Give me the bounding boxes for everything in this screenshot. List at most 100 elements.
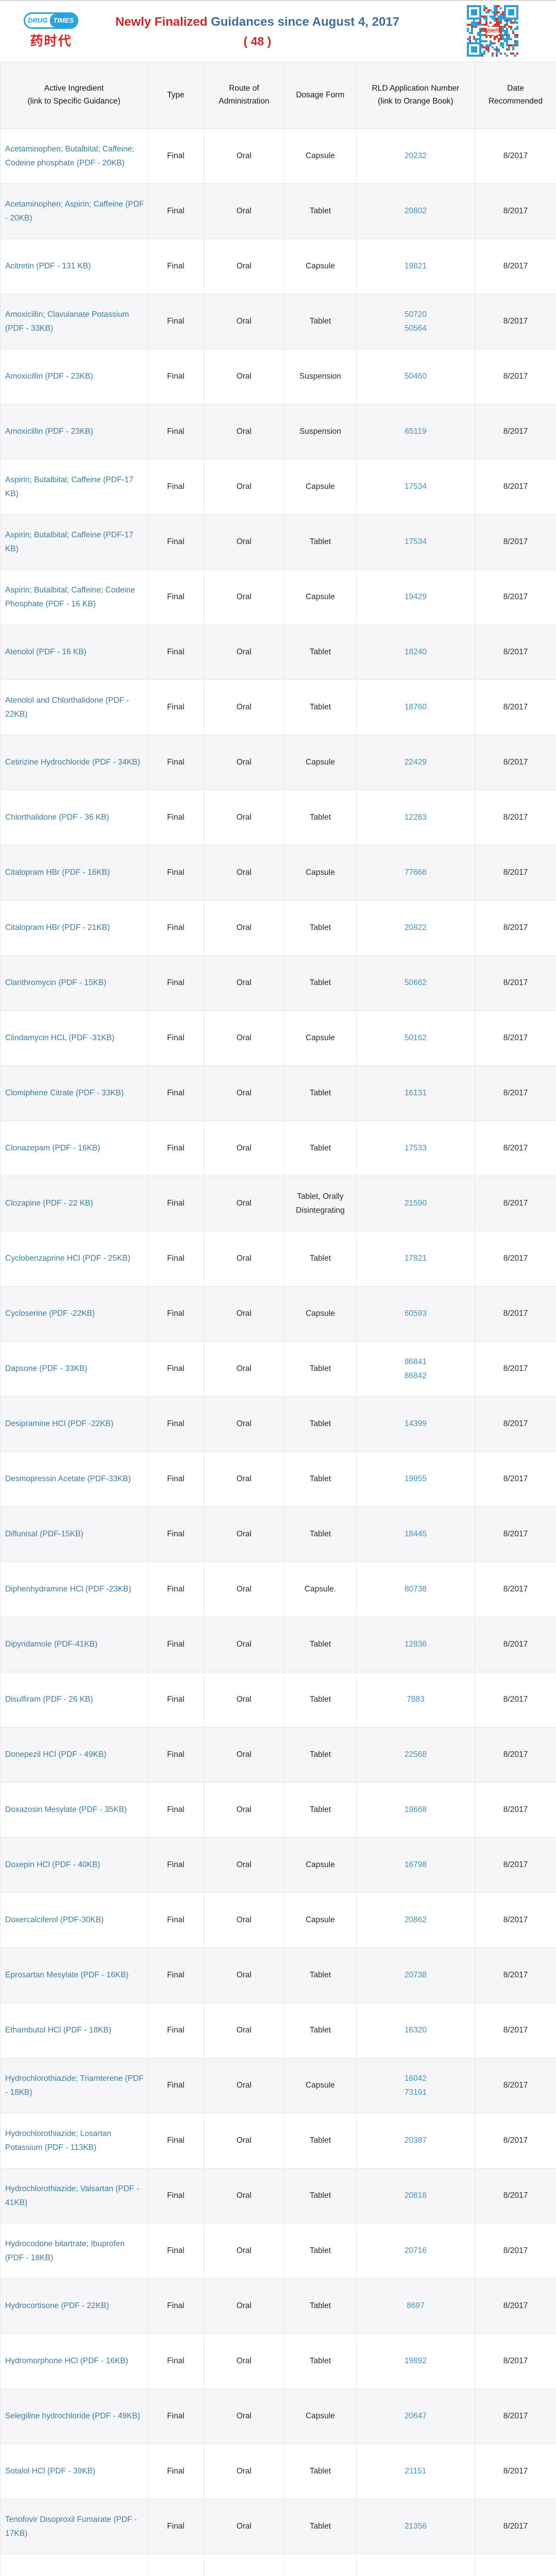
ingredient-link[interactable]: Amoxicillin (PDF - 23KB) bbox=[5, 372, 93, 381]
ingredient-link[interactable]: Hydrocortisone (PDF - 22KB) bbox=[5, 2301, 109, 2310]
rld-link[interactable]: 19821 bbox=[360, 259, 471, 273]
ingredient-link[interactable]: Atenolol and Chlorthalidone (PDF - 22KB) bbox=[5, 696, 129, 719]
ingredient-link[interactable]: Hydrochlorothiazide; Triamterene (PDF - … bbox=[5, 2074, 144, 2097]
rld-link[interactable]: 17821 bbox=[360, 1251, 471, 1265]
ingredient-link[interactable]: Citalopram HBr (PDF - 16KB) bbox=[5, 868, 110, 877]
ingredient-link[interactable]: Clarithromycin (PDF - 15KB) bbox=[5, 978, 106, 987]
rld-link[interactable]: 12283 bbox=[360, 810, 471, 824]
rld-link[interactable]: 19429 bbox=[360, 590, 471, 604]
type-cell: Final bbox=[148, 1066, 204, 1121]
rld-link[interactable]: 19668 bbox=[360, 1803, 471, 1817]
rld-link[interactable]: 20716 bbox=[360, 2244, 471, 2258]
rld-link[interactable]: 7883 bbox=[360, 1692, 471, 1706]
ingredient-link[interactable]: Atenolol (PDF - 16 KB) bbox=[5, 648, 87, 656]
ingredient-link[interactable]: Hydrochlorothiazide; Losartan Potassium … bbox=[5, 2129, 111, 2152]
rld-link[interactable]: 19955 bbox=[360, 1472, 471, 1486]
dosage-form-cell: Tablet bbox=[284, 1231, 357, 1286]
rld-link[interactable]: 50460 bbox=[360, 369, 471, 383]
ingredient-link[interactable]: Clonazepam (PDF - 16KB) bbox=[5, 1144, 100, 1153]
ingredient-link[interactable]: Eprosartan Mesylate (PDF - 16KB) bbox=[5, 1971, 128, 1979]
rld-link[interactable]: 77668 bbox=[360, 866, 471, 879]
ingredient-link[interactable]: Disulfiram (PDF - 26 KB) bbox=[5, 1695, 93, 1704]
rld-link[interactable]: 18240 bbox=[360, 645, 471, 659]
ingredient-link[interactable]: Hydromorphone HCl (PDF - 16KB) bbox=[5, 2357, 128, 2365]
ingredient-link[interactable]: Citalopram HBr (PDF - 21KB) bbox=[5, 923, 110, 932]
rld-link[interactable]: 65119 bbox=[360, 425, 471, 438]
date-cell: 8/2017 bbox=[475, 1286, 556, 1342]
ingredient-link[interactable]: Sotalol HCl (PDF - 39KB) bbox=[5, 2467, 95, 2476]
ingredient-link[interactable]: Diflunisal (PDF-15KB) bbox=[5, 1530, 83, 1538]
rld-link[interactable]: 20647 bbox=[360, 2409, 471, 2423]
ingredient-link[interactable]: Cycloserine (PDF -22KB) bbox=[5, 1309, 95, 1318]
rld-link[interactable]: 20802 bbox=[360, 204, 471, 218]
route-cell: Oral bbox=[204, 1121, 284, 1176]
dosage-form-cell: Capsule bbox=[284, 845, 357, 901]
rld-link[interactable]: 16798 bbox=[360, 1858, 471, 1872]
rld-link[interactable]: 50720 bbox=[360, 308, 471, 321]
rld-link[interactable]: 50162 bbox=[360, 1031, 471, 1045]
rld-link[interactable]: 18445 bbox=[360, 1527, 471, 1541]
ingredient-link[interactable]: Clozapine (PDF - 22 KB) bbox=[5, 1199, 93, 1208]
rld-link[interactable]: 18760 bbox=[360, 700, 471, 714]
rld-link[interactable]: 20387 bbox=[360, 2133, 471, 2147]
rld-link[interactable]: 17534 bbox=[360, 535, 471, 549]
rld-link[interactable]: 17534 bbox=[360, 480, 471, 494]
ingredient-link[interactable]: Acitretin (PDF - 131 KB) bbox=[5, 262, 91, 270]
rld-link[interactable]: 86841 bbox=[360, 1355, 471, 1369]
ingredient-link[interactable]: Acetaminophen; Aspirin; Caffeine (PDF - … bbox=[5, 200, 144, 223]
rld-link[interactable]: 50662 bbox=[360, 976, 471, 990]
ingredient-link[interactable]: Amoxicillin (PDF - 23KB) bbox=[5, 427, 93, 436]
rld-link[interactable]: 20822 bbox=[360, 921, 471, 935]
ingredient-link[interactable]: Hydrocodone bitartrate; Ibuprofen (PDF -… bbox=[5, 2240, 125, 2262]
ingredient-link[interactable]: Desmopressin Acetate (PDF-33KB) bbox=[5, 1475, 131, 1483]
ingredient-link[interactable]: Tenofovir Disoproxil Fumarate (PDF - 17K… bbox=[5, 2515, 137, 2538]
rld-link[interactable]: 16320 bbox=[360, 2023, 471, 2037]
ingredient-link[interactable]: Donepezil HCl (PDF - 49KB) bbox=[5, 1750, 106, 1759]
rld-link[interactable]: 17533 bbox=[360, 1141, 471, 1155]
rld-link[interactable]: 14399 bbox=[360, 1417, 471, 1431]
rld-link[interactable]: 21151 bbox=[360, 2464, 471, 2478]
ingredient-link[interactable]: Desipramine HCl (PDF -22KB) bbox=[5, 1419, 113, 1428]
rld-link[interactable]: 20646 bbox=[360, 2574, 471, 2576]
ingredient-link[interactable]: Selegiline hydrochloride (PDF - 49KB) bbox=[5, 2412, 140, 2420]
rld-link[interactable]: 16042 bbox=[360, 2072, 471, 2086]
ingredient-link[interactable]: Doxepin HCl (PDF - 40KB) bbox=[5, 1860, 100, 1869]
rld-link[interactable]: 22568 bbox=[360, 1748, 471, 1761]
ingredient-link[interactable]: Aspirin; Butalbital; Caffeine (PDF-17 KB… bbox=[5, 476, 133, 498]
rld-link[interactable]: 21590 bbox=[360, 1196, 471, 1210]
ingredient-link[interactable]: Dapsone (PDF - 33KB) bbox=[5, 1364, 87, 1373]
ingredient-link[interactable]: Dipyridamole (PDF-41KB) bbox=[5, 1640, 97, 1649]
rld-link[interactable]: 20862 bbox=[360, 1913, 471, 1927]
ingredient-link[interactable]: Chlorthalidone (PDF - 36 KB) bbox=[5, 813, 109, 822]
rld-link[interactable]: 20818 bbox=[360, 2189, 471, 2202]
ingredient-link[interactable]: Doxazosin Mesylate (PDF - 35KB) bbox=[5, 1805, 127, 1814]
rld-link[interactable]: 50564 bbox=[360, 321, 471, 335]
rld-link[interactable]: 16131 bbox=[360, 1086, 471, 1100]
ingredient-link[interactable]: Amoxicillin; Clavulanate Potassium (PDF … bbox=[5, 310, 129, 333]
type-cell: Final bbox=[148, 2003, 204, 2058]
rld-link[interactable]: 8697 bbox=[360, 2299, 471, 2313]
ingredient-link[interactable]: Acetaminophen; Butalbital; Caffeine; Cod… bbox=[5, 145, 134, 167]
ingredient-link[interactable]: Aspirin; Butalbital; Caffeine; Codeine P… bbox=[5, 586, 135, 608]
rld-link[interactable]: 60593 bbox=[360, 1307, 471, 1320]
ingredient-link[interactable]: Cyclobenzaprine HCl (PDF - 25KB) bbox=[5, 1254, 130, 1263]
ingredient-link[interactable]: Clomiphene Citrate (PDF - 33KB) bbox=[5, 1089, 124, 1097]
ingredient-link[interactable]: Cetirizine Hydrochloride (PDF - 34KB) bbox=[5, 758, 140, 767]
rld-cell: 19892 bbox=[357, 2334, 475, 2389]
rld-link[interactable]: 22429 bbox=[360, 755, 471, 769]
ingredient-link[interactable]: Doxercalciferol (PDF-30KB) bbox=[5, 1916, 104, 1924]
type-cell: Final bbox=[148, 404, 204, 460]
ingredient-link[interactable]: Aspirin; Butalbital; Caffeine (PDF-17 KB… bbox=[5, 531, 133, 553]
ingredient-link[interactable]: Hydrochlorothiazide; Valsartan (PDF - 41… bbox=[5, 2184, 139, 2207]
rld-link[interactable]: 20232 bbox=[360, 149, 471, 163]
rld-link[interactable]: 86842 bbox=[360, 1369, 471, 1383]
ingredient-link[interactable]: Clindamycin HCL (PDF -31KB) bbox=[5, 1033, 114, 1042]
rld-link[interactable]: 19892 bbox=[360, 2354, 471, 2368]
rld-link[interactable]: 73191 bbox=[360, 2086, 471, 2099]
rld-link[interactable]: 12836 bbox=[360, 1637, 471, 1651]
rld-link[interactable]: 80738 bbox=[360, 1582, 471, 1596]
rld-link[interactable]: 20738 bbox=[360, 1968, 471, 1982]
ingredient-link[interactable]: Diphenhydramine HCl (PDF -23KB) bbox=[5, 1585, 131, 1594]
rld-link[interactable]: 21356 bbox=[360, 2519, 471, 2533]
ingredient-link[interactable]: Ethambutol HCl (PDF - 18KB) bbox=[5, 2026, 111, 2035]
